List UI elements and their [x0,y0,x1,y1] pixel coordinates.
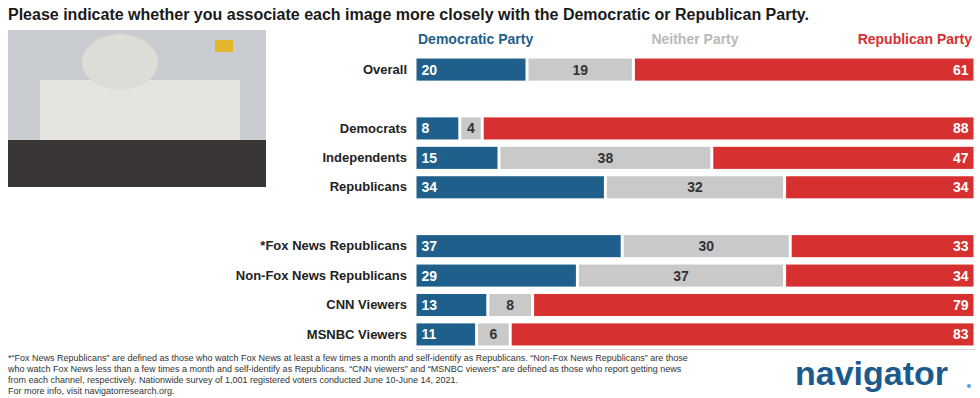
bar-segment [713,147,973,169]
legend-entry: Neither Party [651,31,738,47]
photo-dome [82,34,158,90]
bar-segment [786,265,973,287]
bar-segment [501,147,711,169]
logo-dot [967,384,971,388]
tick: CNN Viewers [326,297,407,312]
bar-segment [484,117,974,139]
data-label: 34 [953,268,969,284]
bar-segment [579,265,783,287]
tick: Democrats [340,121,407,136]
bar-segment [417,323,476,345]
data-label: 79 [953,297,969,313]
photo-sky [8,30,266,187]
data-label: 33 [953,238,969,254]
tick: Independents [322,150,407,165]
data-label: 83 [953,326,969,342]
tick: MSNBC Viewers [307,327,407,342]
category-label: Republicans [330,179,407,194]
bar-segment [534,294,973,316]
footnote: *“Fox News Republicans” are defined as t… [8,353,688,363]
y-axis: Overall Democrats Independents Republicans *… [236,62,407,342]
data-label: 29 [422,268,438,284]
data-label: 13 [422,297,438,313]
photo-crowd [8,140,266,187]
footnote: For more info, visit navigatorresearch.o… [8,386,175,396]
category-label: CNN Viewers [326,297,407,312]
category-label: *Fox News Republicans [260,238,407,253]
data-label: 19 [572,62,588,78]
bar-segment [478,323,509,345]
bar-segment [624,235,789,257]
photo-building [40,80,240,150]
data-label: 32 [687,179,703,195]
bar-segment [417,147,498,169]
data-label: 34 [422,179,438,195]
title: Please indicate whether you associate ea… [8,6,809,23]
category-label: Overall [363,62,407,77]
category-label: MSNBC Viewers [307,327,407,342]
bars [417,59,974,346]
bar-segment [635,59,974,81]
chart: Please indicate whether you associate ea… [0,0,980,398]
bar-segment [529,59,632,81]
category-label: Democrats [340,121,407,136]
data-label: 34 [953,179,969,195]
bar-segment [607,176,783,198]
category-label: Independents [322,150,407,165]
data-label: 11 [422,326,437,342]
bar-segment [512,323,974,345]
photo [8,30,266,187]
data-label: 61 [953,62,969,78]
data-label: 47 [953,150,969,166]
bar-segment [417,117,459,139]
bar-segment [417,294,487,316]
data-label: 88 [953,120,969,136]
bar-segment [786,176,973,198]
bar-segment [489,294,531,316]
bar-segment [417,176,604,198]
photo-flag [215,40,233,52]
x-axis-line [416,349,976,350]
data-labels: 20 19 61 8 4 88 15 38 47 34 32 34 37 30 33 29 37 34 13 8 79 1… [422,62,969,343]
logo: navigator [795,354,948,392]
category-label: Non-Fox News Republicans [236,268,407,283]
data-label: 6 [490,326,498,342]
data-label: 30 [698,238,714,254]
x-axis [416,349,976,350]
data-label: 38 [598,150,614,166]
footnote: who watch Fox News less than a few times… [7,364,682,374]
data-label: 37 [422,238,438,254]
data-label: 20 [422,62,438,78]
legend-entry: Democratic Party [418,31,533,47]
bar-segment [417,59,526,81]
bar-segment [417,265,576,287]
tick: Republicans [330,179,407,194]
data-label: 37 [673,268,689,284]
tick: Non-Fox News Republicans [236,268,407,283]
bar-segment [417,235,621,257]
bar-segment [461,117,480,139]
tick: Overall [363,62,407,77]
tick: *Fox News Republicans [260,238,407,253]
data-label: 15 [422,150,438,166]
legend-entry: Republican Party [858,31,973,47]
footnote: from each channel, respectively. Nationw… [8,375,458,385]
data-label: 4 [467,120,475,136]
bar-segment [792,235,974,257]
data-label: 8 [506,297,514,313]
data-label: 8 [422,120,430,136]
